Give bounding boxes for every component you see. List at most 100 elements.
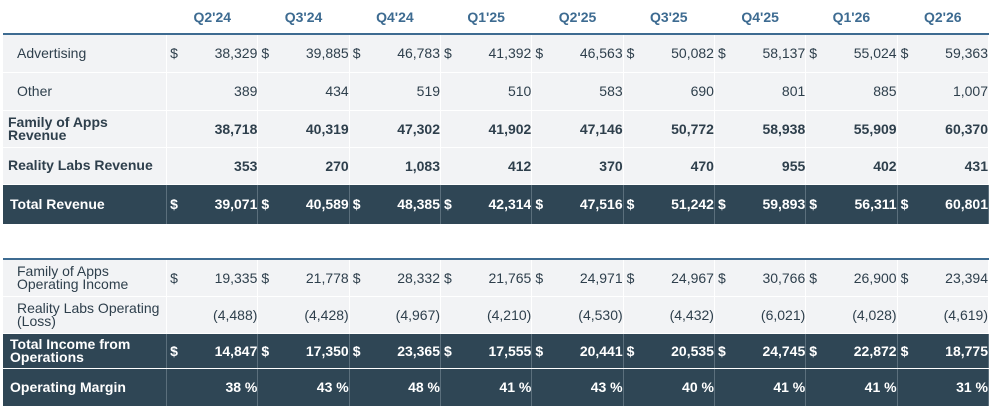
value-cell: $58,137	[714, 34, 807, 73]
value-text: 38,329	[214, 45, 258, 62]
value-cell: 60,370	[897, 110, 990, 148]
quarter-header: Q2'26	[897, 0, 989, 35]
value-text: 26,900	[853, 269, 897, 286]
value-cell: 519	[349, 72, 442, 111]
value-cell: 690	[623, 72, 715, 111]
quarter-header-row: Q2'24 Q3'24 Q4'24 Q1'25 Q2'25 Q3'25 Q4'25 Q1'26…	[3, 0, 989, 35]
value-cell: 885	[805, 72, 898, 111]
value-text: (4,028)	[852, 306, 897, 323]
value-cell: $48,385	[349, 184, 442, 225]
value-text: 41 %	[773, 379, 806, 395]
value-text: 58,938	[762, 120, 806, 137]
row-label: Other	[3, 72, 168, 111]
value-cell: $60,801	[897, 184, 990, 225]
value-text: 55,024	[853, 45, 897, 62]
currency-symbol: $	[900, 342, 909, 359]
currency-symbol: $	[444, 196, 452, 212]
value-cell: (4,210)	[440, 296, 533, 334]
value-cell: 434	[257, 72, 350, 111]
value-cell: $41,392	[440, 34, 533, 73]
quarter-header: Q1'26	[805, 0, 898, 35]
value-text: 47,146	[579, 120, 623, 137]
value-cell: $20,441	[531, 333, 624, 369]
value-cell: 412	[440, 147, 533, 185]
value-cell: 431	[897, 147, 990, 185]
value-text: 22,872	[853, 342, 897, 359]
row-label-text: Advertising	[17, 44, 87, 61]
currency-symbol: $	[170, 196, 178, 212]
currency-symbol: $	[717, 342, 726, 359]
currency-symbol: $	[626, 269, 635, 286]
row-label: Total Revenue	[3, 184, 168, 225]
row-label: Operating Margin	[3, 368, 168, 407]
value-cell: 40 %	[623, 368, 715, 407]
currency-symbol: $	[352, 45, 361, 62]
value-cell: $28,332	[349, 258, 442, 297]
value-text: 47,302	[397, 120, 441, 137]
value-cell: $21,778	[257, 258, 350, 297]
value-text: 40 %	[682, 379, 714, 395]
value-cell: 41 %	[440, 368, 533, 407]
currency-symbol: $	[444, 342, 452, 359]
value-text: 51,242	[671, 196, 714, 212]
value-text: 583	[599, 83, 623, 99]
value-text: (4,967)	[395, 306, 441, 323]
value-cell: 955	[714, 147, 807, 185]
quarter-header: Q3'24	[257, 0, 350, 35]
value-cell: $17,555	[440, 333, 533, 369]
value-cell: (4,619)	[897, 296, 990, 334]
row-reality-labs-revenue: Reality Labs Revenue 353 270 1,083 412 370 470…	[3, 147, 990, 185]
value-text: 801	[781, 83, 806, 99]
value-text: 28,332	[397, 269, 441, 286]
value-text: 59,893	[762, 196, 806, 212]
row-label-text: Reality Labs Operating (Loss)	[17, 299, 160, 329]
value-text: 43 %	[316, 379, 349, 395]
value-cell: 801	[714, 72, 807, 111]
value-cell: $26,900	[805, 258, 898, 297]
currency-symbol: $	[809, 269, 818, 286]
value-cell: 41 %	[805, 368, 898, 407]
value-text: 58,137	[762, 45, 806, 62]
value-text: 39,071	[214, 196, 258, 212]
value-cell: 41 %	[714, 368, 807, 407]
quarter-header: Q1'25	[440, 0, 532, 35]
value-text: 42,314	[488, 196, 532, 212]
quarter-header: Q4'24	[349, 0, 441, 35]
value-text: 17,555	[488, 342, 532, 359]
value-cell: $19,335	[166, 258, 259, 297]
row-label-text: Family of Apps Operating Income	[17, 262, 129, 292]
value-text: 434	[325, 83, 349, 99]
value-text: 21,765	[488, 269, 532, 286]
value-text: 41,902	[488, 120, 532, 137]
value-cell: 402	[805, 147, 898, 185]
value-cell: $23,394	[897, 258, 990, 297]
value-cell: (4,432)	[623, 296, 715, 334]
value-text: 19,335	[214, 269, 258, 286]
currency-symbol: $	[535, 45, 544, 62]
value-cell: $22,872	[805, 333, 898, 369]
currency-symbol: $	[717, 196, 726, 212]
value-text: 55,909	[853, 120, 897, 137]
value-cell: $18,775	[897, 333, 990, 369]
row-advertising: Advertising $38,329 $39,885 $46,783 $41,392 $…	[3, 34, 990, 73]
currency-symbol: $	[626, 45, 635, 62]
currency-symbol: $	[535, 342, 544, 359]
value-text: 17,350	[305, 342, 349, 359]
value-cell: 55,909	[805, 110, 898, 148]
value-text: 60,370	[945, 120, 988, 137]
currency-symbol: $	[900, 196, 909, 212]
value-cell: 270	[257, 147, 350, 185]
value-text: 20,441	[579, 342, 623, 359]
value-text: 40,319	[305, 120, 349, 137]
value-cell: 1,083	[349, 147, 442, 185]
value-cell: $46,563	[531, 34, 624, 73]
value-text: (4,428)	[304, 306, 349, 323]
value-text: 30,766	[762, 269, 806, 286]
value-cell: 353	[166, 147, 259, 185]
value-cell: (4,488)	[166, 296, 259, 334]
value-cell: $23,365	[349, 333, 442, 369]
row-label: Family of Apps Operating Income	[3, 258, 168, 297]
value-cell: 41,902	[440, 110, 533, 148]
value-cell: 510	[440, 72, 533, 111]
